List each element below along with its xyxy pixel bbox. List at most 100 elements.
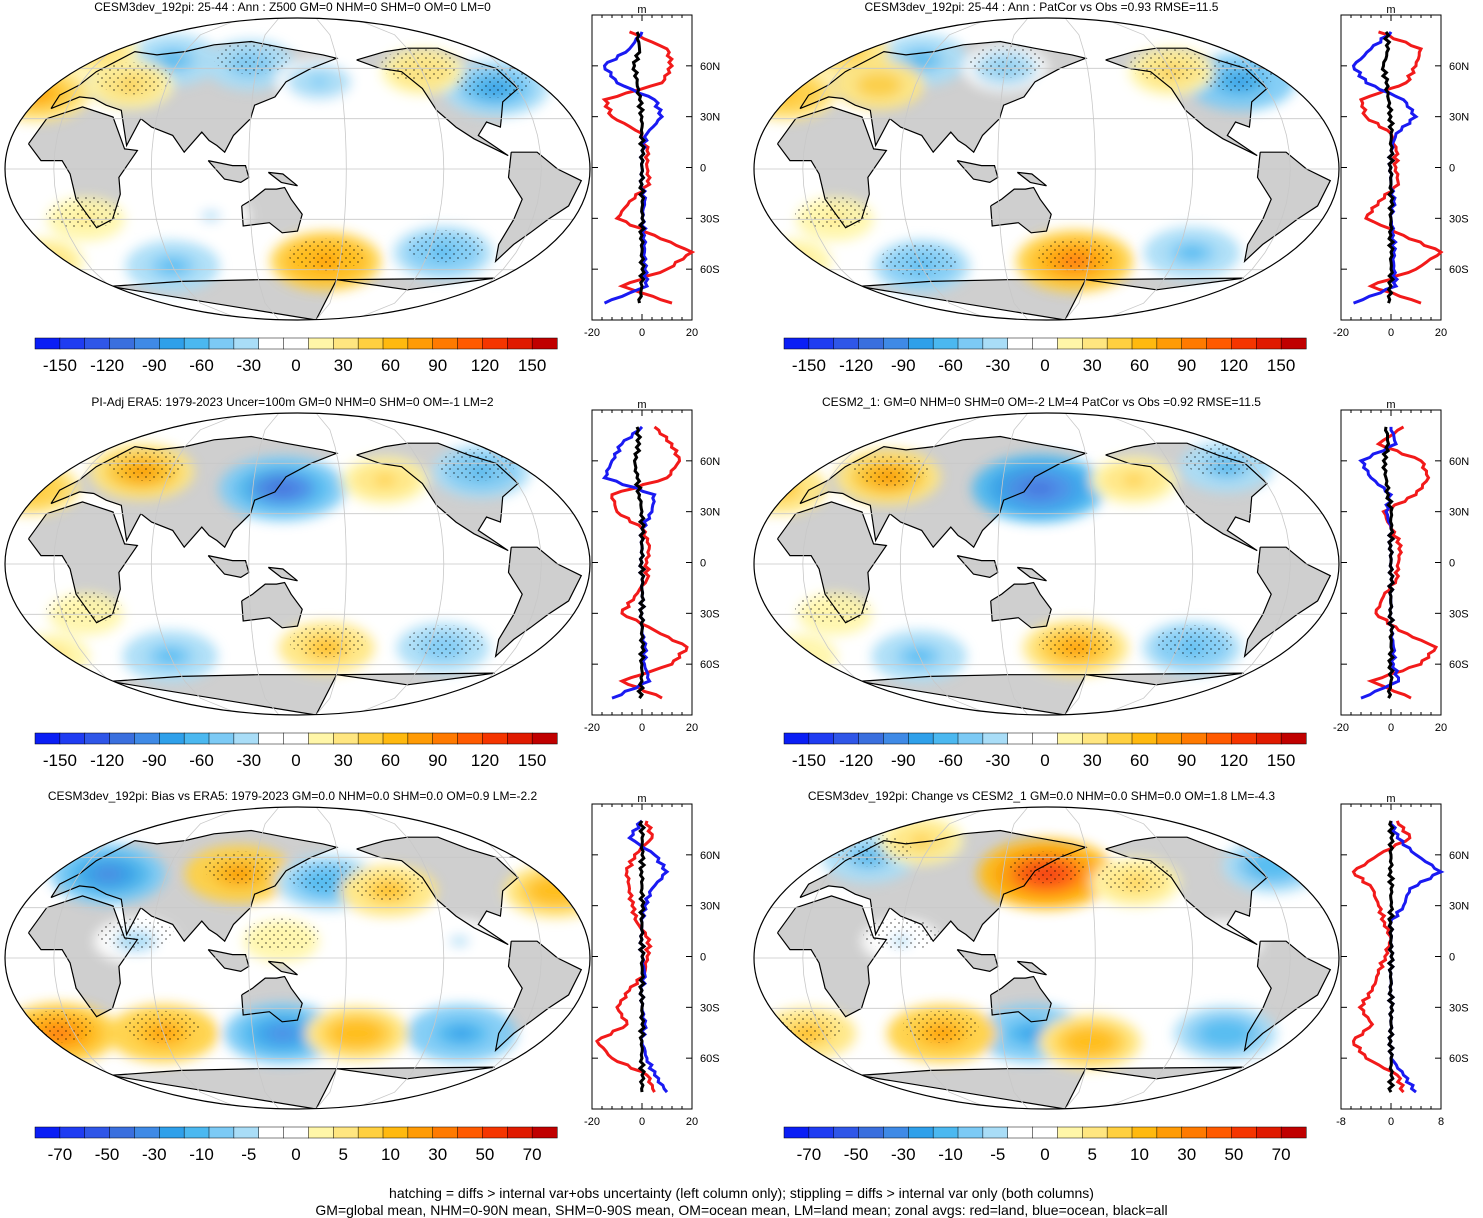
- colorbar: -70 -50 -30 -10 -5 0 5 10 30 50 70: [34, 1126, 558, 1164]
- coastline: [336, 672, 495, 686]
- longitude-line: [899, 807, 992, 1109]
- zonal-lat-label: 30N: [700, 112, 720, 124]
- land-new-guinea: [268, 961, 298, 975]
- colorbar-label: 30: [334, 751, 353, 770]
- colorbar-swatch: [1007, 337, 1034, 350]
- longitude-line: [53, 413, 205, 715]
- colorbar-swatch: [59, 337, 86, 350]
- colorbar-swatch: [258, 732, 285, 745]
- coastline: [241, 186, 303, 234]
- map-border: [753, 806, 1340, 1110]
- zonal-land-line: [1351, 820, 1412, 1094]
- land-north-america: [356, 837, 518, 945]
- anomaly-blob: [814, 33, 879, 71]
- colorbar-label: -30: [891, 1145, 916, 1164]
- colorbar-swatch: [932, 1126, 959, 1139]
- anomaly-blob: [542, 884, 569, 898]
- colorbar-label: 120: [471, 356, 499, 375]
- zonal-lat-label: 60S: [1449, 264, 1469, 276]
- stipple-region: [407, 230, 484, 263]
- colorbar: -150 -120 -90 -60 -30 0 30 60 90 120 150: [783, 337, 1307, 375]
- colorbar-swatch: [1256, 1126, 1282, 1139]
- coastline: [1200, 31, 1209, 42]
- map: [5, 807, 590, 1109]
- anomaly-blob: [868, 78, 891, 92]
- land-africa: [28, 106, 138, 228]
- colorbar-label: 30: [334, 356, 353, 375]
- anomaly-blob: [779, 645, 818, 668]
- coastline: [1105, 836, 1268, 946]
- colorbar-swatch: [382, 732, 409, 745]
- land-south-america: [495, 941, 582, 1051]
- anomaly-blob: [201, 210, 221, 222]
- colorbar-swatch: [183, 1126, 210, 1139]
- colorbar-swatch: [333, 732, 359, 745]
- longitude-line: [390, 18, 542, 320]
- land-antarctica: [336, 1067, 495, 1079]
- panel-graphics: m -20 0 20 60N 30N 0 30S 60S -150 -120 -90 -60 -30 0 30…: [4, 399, 720, 770]
- land-new-guinea: [268, 567, 298, 581]
- colorbar-label: -90: [142, 751, 167, 770]
- colorbar-swatch: [982, 1126, 1009, 1139]
- colorbar-swatch: [1106, 337, 1133, 350]
- land-new-guinea: [1017, 961, 1047, 975]
- colorbar-swatch: [1082, 337, 1108, 350]
- zonal-all-line: [1381, 426, 1396, 699]
- panel-title: CESM3dev_192pi: Bias vs ERA5: 1979-2023 …: [47, 789, 538, 803]
- colorbar-swatch: [134, 337, 160, 350]
- stipple-region: [902, 1010, 979, 1043]
- stipple-region: [17, 1010, 94, 1043]
- colorbar-swatch: [183, 732, 210, 745]
- colorbar-swatch: [34, 732, 61, 745]
- colorbar-label: 60: [381, 751, 400, 770]
- colorbar-swatch: [982, 732, 1009, 745]
- land-new-guinea: [268, 172, 298, 186]
- anomaly-blob: [266, 480, 299, 497]
- coastline: [838, 819, 867, 838]
- panel-title: CESM2_1: GM=0 NHM=0 SHM=0 OM=-2 LM=4 Pat…: [822, 395, 1261, 409]
- land-africa: [28, 501, 138, 623]
- panel-5: CESM3dev_192pi: Bias vs ERA5: 1979-2023 …: [0, 789, 741, 1195]
- anomaly-blob: [789, 650, 809, 662]
- zonal-xtick-label: 0: [639, 1116, 645, 1128]
- colorbar-swatch: [109, 337, 135, 350]
- colorbar-swatch: [783, 337, 810, 350]
- coastline: [1200, 426, 1209, 437]
- land-antarctica: [858, 1068, 1086, 1109]
- coastline: [838, 425, 867, 444]
- colorbar-swatch: [208, 337, 235, 350]
- land-africa: [777, 106, 887, 228]
- land-antarctica: [109, 674, 337, 715]
- anomaly-blob: [1260, 858, 1286, 873]
- land-australia: [241, 582, 303, 628]
- land-antarctica: [1085, 278, 1244, 290]
- zonal-unit: m: [637, 4, 646, 16]
- colorbar-label: -120: [90, 751, 124, 770]
- coastline: [494, 940, 583, 1052]
- colorbar-swatch: [407, 337, 434, 350]
- panel-graphics: m -20 0 20 60N 30N 0 30S 60S -150 -120 -90 -60 -30 0 30…: [753, 399, 1469, 770]
- stipple-region: [107, 449, 184, 481]
- coastline: [777, 106, 888, 229]
- longitude-line: [1139, 807, 1291, 1109]
- stipple-region: [794, 591, 871, 624]
- colorbar-swatch: [183, 337, 210, 350]
- land-antarctica: [1085, 1067, 1244, 1079]
- colorbar-swatch: [957, 337, 984, 350]
- zonal-lat-label: 60S: [1449, 659, 1469, 671]
- zonal-lat-label: 60N: [700, 850, 720, 862]
- colorbar-label: -150: [792, 751, 826, 770]
- zonal-xtick-label: 20: [1435, 722, 1447, 734]
- colorbar-label: 150: [1267, 751, 1295, 770]
- anomaly-blob: [76, 39, 118, 64]
- colorbar-swatch: [357, 732, 384, 745]
- colorbar-swatch: [932, 337, 959, 350]
- coastline: [1105, 442, 1268, 552]
- coastline: [990, 581, 1052, 629]
- colorbar-label: 90: [428, 356, 447, 375]
- longitude-line: [53, 18, 205, 320]
- colorbar-label: 120: [1220, 751, 1248, 770]
- colorbar-swatch: [432, 337, 459, 350]
- zonal-all-line: [637, 820, 647, 1093]
- longitude-line: [248, 413, 280, 715]
